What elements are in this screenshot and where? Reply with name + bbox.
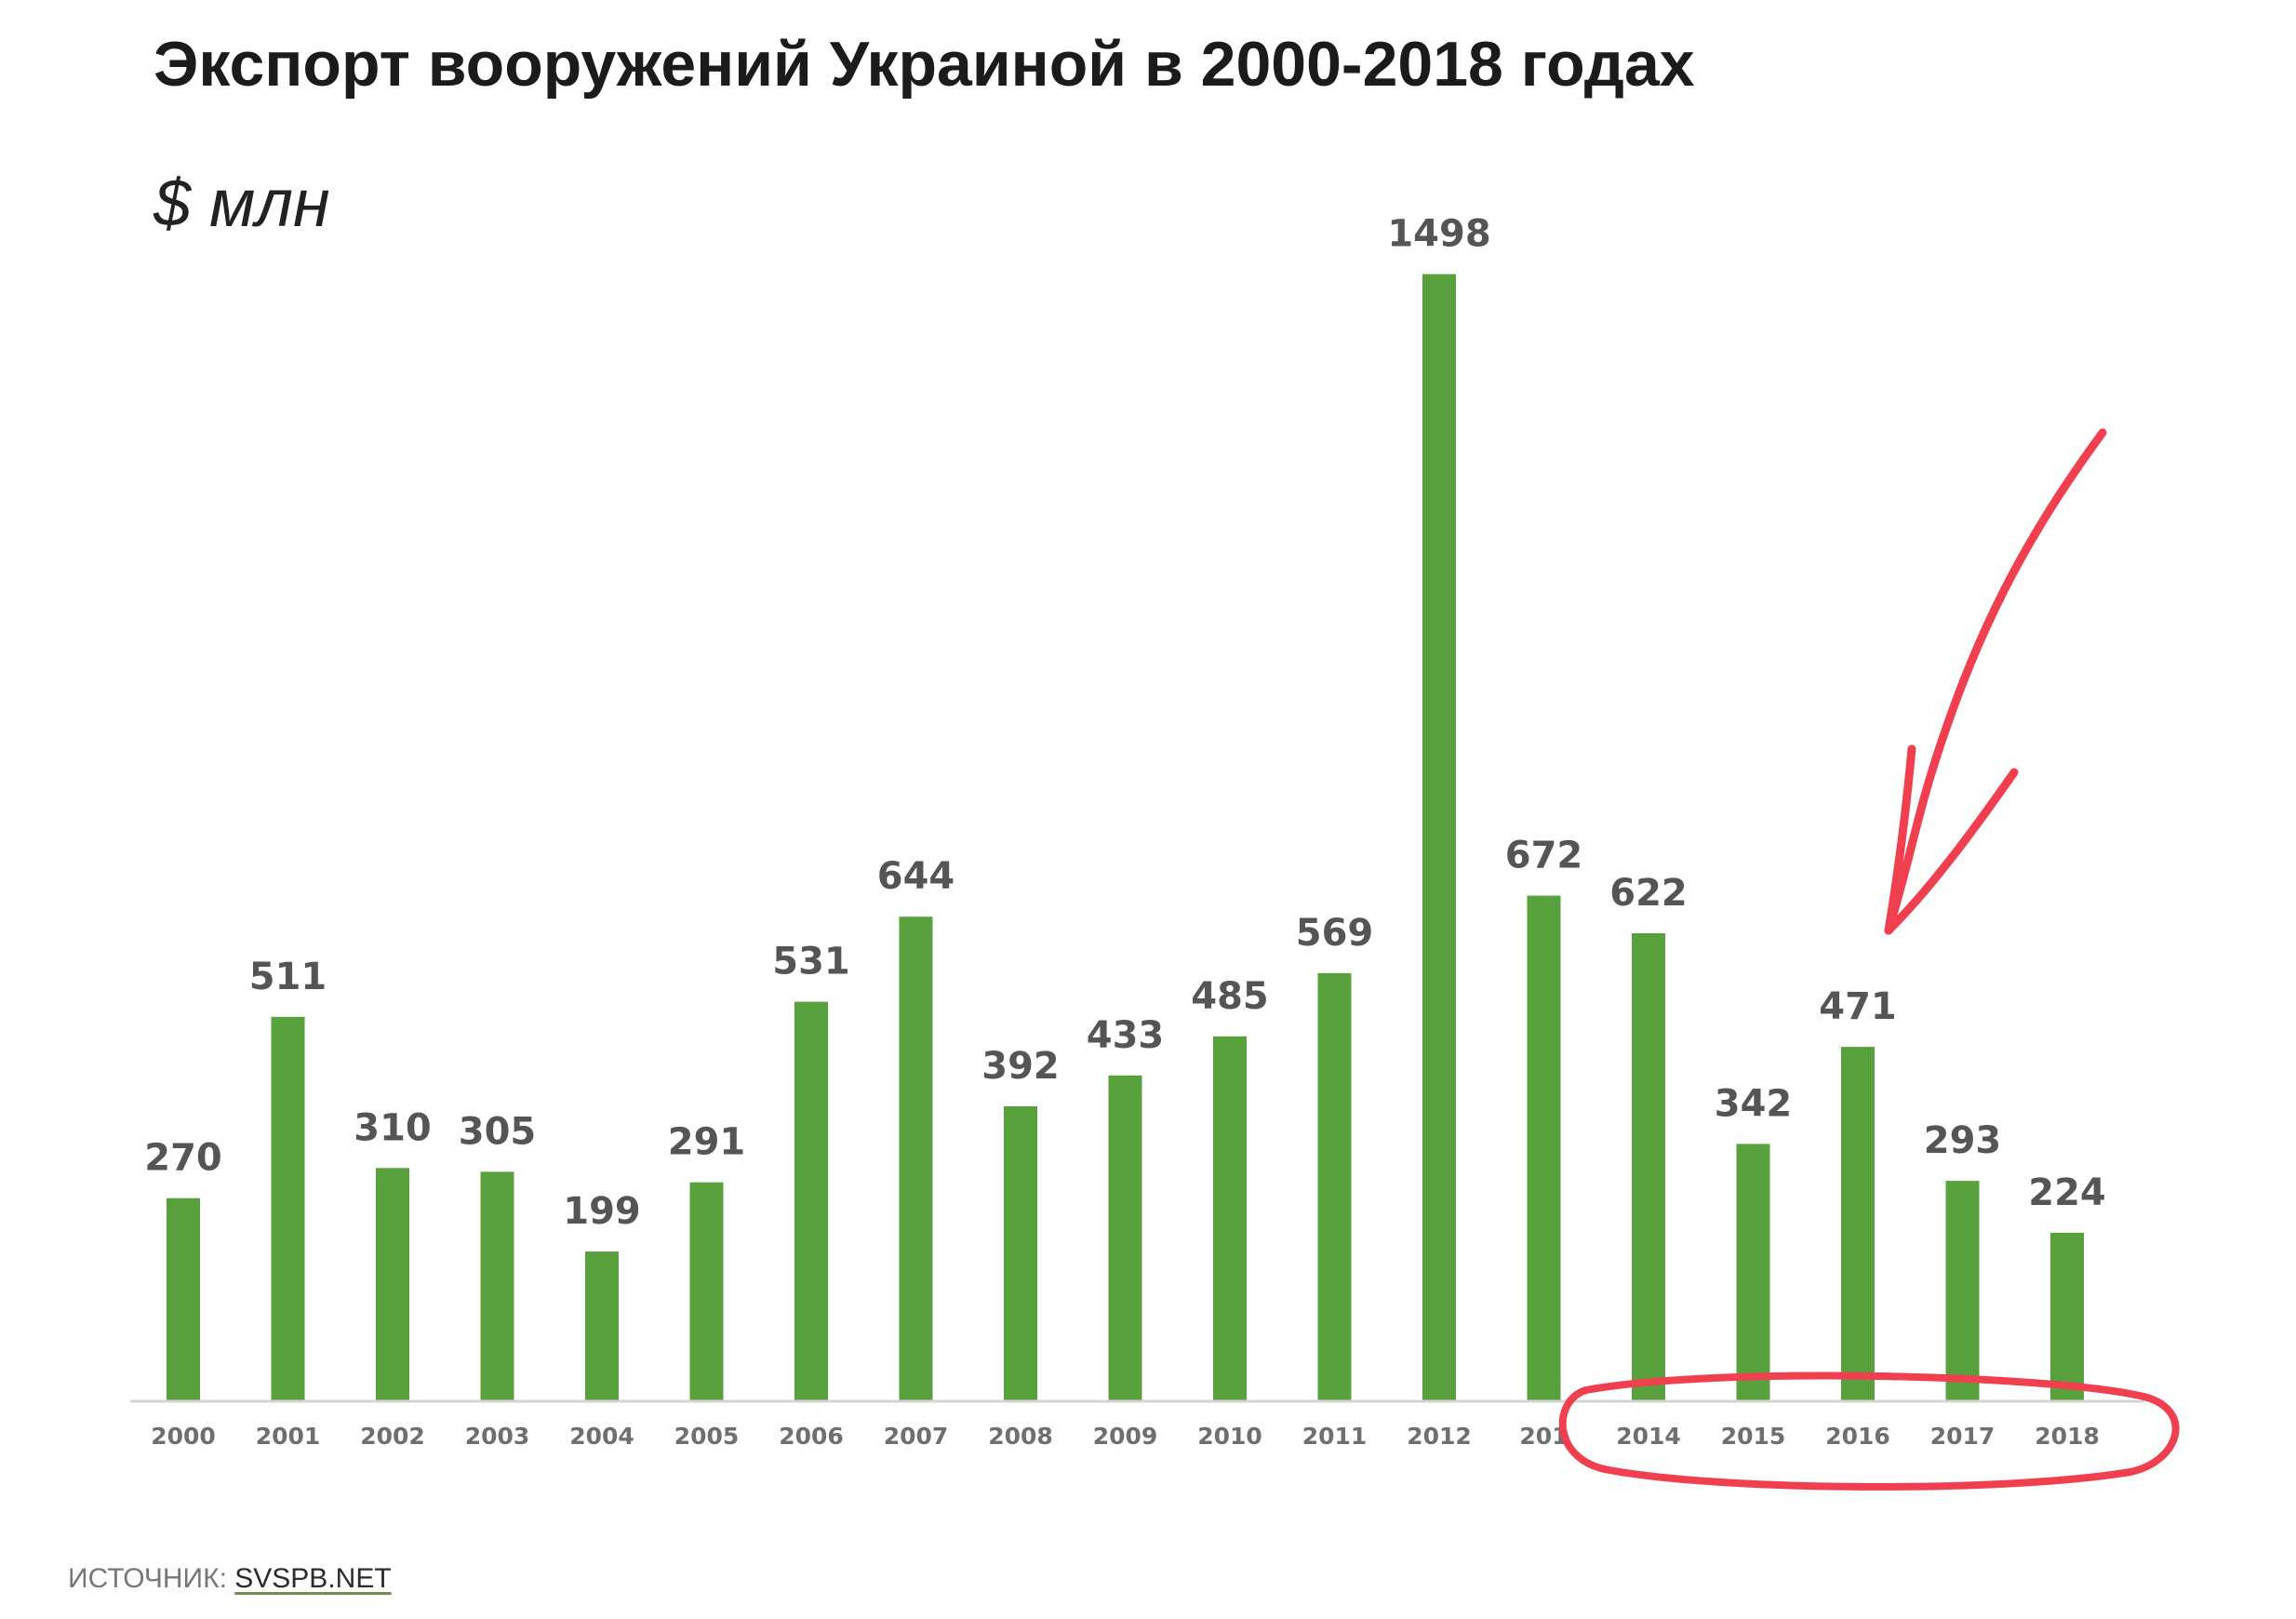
bar-2012 (1422, 274, 1456, 1402)
x-tick-2011: 2011 (1302, 1423, 1368, 1450)
value-label-2017: 293 (1924, 1119, 2002, 1162)
value-label-2003: 305 (459, 1110, 537, 1153)
bar-2011 (1317, 972, 1352, 1401)
value-label-2009: 433 (1087, 1014, 1165, 1057)
value-label-2016: 471 (1819, 985, 1897, 1028)
x-tick-2002: 2002 (360, 1423, 425, 1450)
bar-2010 (1213, 1036, 1247, 1401)
bar-2014 (1632, 933, 1665, 1401)
x-tick-2005: 2005 (674, 1423, 740, 1450)
annotation-arrow-head-right (1884, 768, 2019, 935)
x-tick-2008: 2008 (988, 1423, 1053, 1450)
value-label-2010: 485 (1191, 975, 1269, 1018)
x-tick-2016: 2016 (1825, 1423, 1890, 1450)
bar-2003 (480, 1171, 514, 1401)
value-label-2011: 569 (1296, 912, 1374, 955)
red-annotation (1558, 428, 2180, 1491)
x-tick-2015: 2015 (1721, 1423, 1786, 1450)
annotation-arrow-head-left (1884, 744, 1916, 935)
annotation-arrow-shaft (1884, 428, 2107, 935)
x-tick-2007: 2007 (884, 1423, 949, 1450)
bar-2017 (1945, 1181, 1980, 1401)
x-tick-labels-group: 2000 2001 2002 2003 2004 2005 2006 2007 2008 2009… (151, 1423, 2100, 1450)
bar-2008 (1004, 1106, 1037, 1401)
x-tick-2001: 2001 (256, 1423, 321, 1450)
value-label-2000: 270 (144, 1137, 222, 1180)
bar-2000 (167, 1198, 200, 1401)
value-label-2007: 644 (877, 855, 955, 898)
bar-2018 (2050, 1232, 2084, 1401)
x-tick-2000: 2000 (151, 1423, 216, 1450)
bar-2009 (1108, 1075, 1142, 1401)
bar-2005 (689, 1182, 724, 1401)
bar-2002 (376, 1168, 409, 1401)
bar-2004 (585, 1251, 619, 1401)
x-tick-2017: 2017 (1930, 1423, 1996, 1450)
chart-title: Экспорт вооружений Украиной в 2000-2018 … (154, 29, 1695, 100)
value-label-2015: 342 (1715, 1082, 1793, 1125)
value-label-2004: 199 (563, 1190, 641, 1233)
x-tick-2009: 2009 (1093, 1423, 1158, 1450)
value-label-2001: 511 (249, 956, 327, 998)
source-prefix: ИСТОЧНИК: (68, 1563, 235, 1594)
x-tick-2004: 2004 (569, 1423, 634, 1450)
x-tick-2010: 2010 (1197, 1423, 1262, 1450)
bar-2015 (1736, 1144, 1770, 1401)
value-label-2018: 224 (2028, 1171, 2106, 1214)
value-label-2013: 672 (1505, 835, 1583, 877)
bar-2006 (794, 1001, 828, 1401)
value-label-2002: 310 (354, 1106, 432, 1149)
x-tick-2018: 2018 (2035, 1423, 2100, 1450)
bar-2001 (271, 1016, 305, 1401)
value-label-2012: 1498 (1387, 213, 1490, 256)
source-link[interactable]: SVSPB.NET (234, 1563, 392, 1594)
x-tick-2003: 2003 (465, 1423, 530, 1450)
x-tick-2012: 2012 (1407, 1423, 1472, 1450)
annotation-ellipse (1558, 1371, 2180, 1491)
x-tick-2006: 2006 (779, 1423, 844, 1450)
x-tick-2014: 2014 (1616, 1423, 1681, 1450)
bar-2007 (899, 917, 933, 1401)
value-labels-group: 270 511 310 305 199 291 531 644 392 433 485 569 1498… (144, 213, 2106, 1233)
unit-label: $ млн (154, 167, 330, 241)
value-label-2005: 291 (668, 1121, 746, 1164)
value-label-2008: 392 (981, 1045, 1060, 1088)
value-label-2014: 622 (1609, 872, 1688, 915)
bars-group (167, 274, 2084, 1402)
bar-2016 (1841, 1047, 1875, 1401)
bar-2013 (1527, 895, 1561, 1401)
value-label-2006: 531 (772, 941, 850, 983)
source-line: ИСТОЧНИК: SVSPB.NET (68, 1563, 392, 1595)
